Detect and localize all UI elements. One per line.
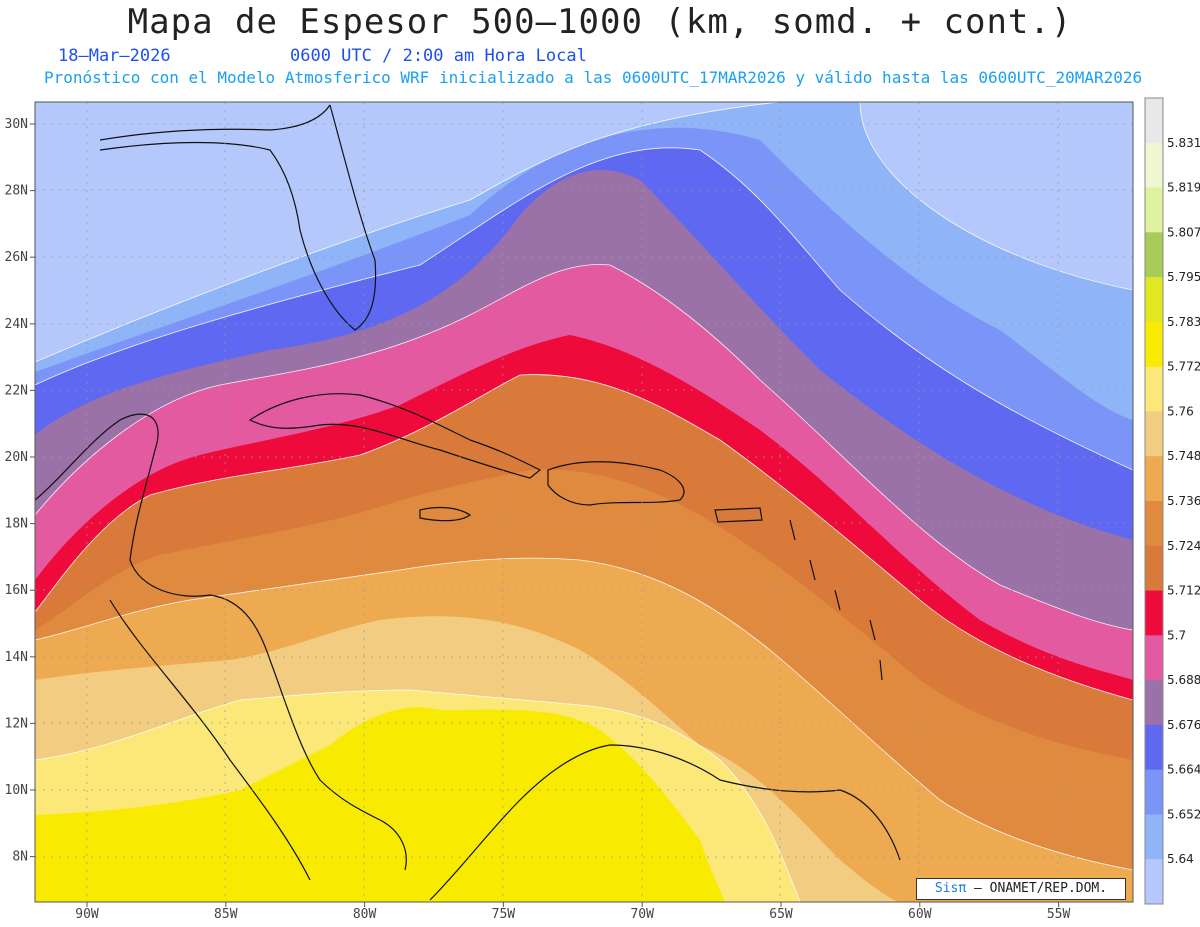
colorbar-segment bbox=[1145, 277, 1163, 323]
map-title: Mapa de Espesor 500—1000 (km, somd. + co… bbox=[127, 2, 1073, 42]
central-america-coast bbox=[35, 413, 407, 881]
coastlines bbox=[35, 104, 901, 901]
colorbar-label: 5.688 bbox=[1167, 673, 1200, 687]
lon-tick-label: 90W bbox=[75, 907, 99, 922]
contour-lines bbox=[35, 102, 1133, 902]
grid-lines bbox=[35, 102, 1133, 902]
colorbar-frame bbox=[1144, 97, 1164, 905]
colorbar-segment bbox=[1145, 724, 1163, 771]
colorbar-label: 5.64 bbox=[1167, 852, 1194, 866]
longitude-axis: 90W 85W 80W 75W 70W 65W 60W 55W bbox=[75, 902, 1071, 922]
colorbar-segment bbox=[1145, 321, 1163, 368]
credit-text: — ONAMET/REP.DOM. bbox=[974, 881, 1108, 896]
puerto-rico-coast bbox=[714, 507, 763, 523]
lat-tick-label: 26N bbox=[5, 250, 28, 265]
lon-tick-label: 75W bbox=[492, 907, 516, 922]
lat-tick-label: 28N bbox=[5, 184, 28, 199]
colorbar-label: 5.807 bbox=[1167, 225, 1200, 239]
colorbar-label: 5.676 bbox=[1167, 718, 1200, 732]
colorbar-segment bbox=[1145, 590, 1163, 636]
colorbar-label: 5.819 bbox=[1167, 181, 1200, 195]
cuba-coast bbox=[248, 393, 542, 479]
lat-tick-label: 14N bbox=[5, 650, 28, 665]
colorbar-segment bbox=[1145, 232, 1163, 278]
colorbar-label: 5.724 bbox=[1167, 539, 1200, 553]
credit-brand: Sisπ bbox=[934, 881, 967, 896]
lon-tick-label: 55W bbox=[1047, 907, 1071, 922]
forecast-date: 18—Mar—2026 bbox=[58, 46, 171, 66]
jamaica-coast bbox=[419, 506, 472, 522]
colorbar-label: 5.664 bbox=[1167, 763, 1200, 777]
lon-tick-label: 70W bbox=[630, 907, 654, 922]
lat-tick-label: 16N bbox=[5, 583, 28, 598]
map-frame bbox=[34, 101, 1134, 903]
lon-tick-label: 85W bbox=[214, 907, 238, 922]
lon-tick-label: 65W bbox=[769, 907, 793, 922]
lon-tick-label: 80W bbox=[353, 907, 377, 922]
forecast-time: 0600 UTC / 2:00 am Hora Local bbox=[290, 46, 587, 66]
colorbar-label: 5.772 bbox=[1167, 360, 1200, 374]
colorbar: 5.831 5.819 5.807 5.795 5.783 5.772 5.76 5.748 5… bbox=[1144, 97, 1200, 905]
colorbar-label: 5.748 bbox=[1167, 449, 1200, 463]
lesser-antilles bbox=[789, 519, 883, 681]
colorbar-segment bbox=[1145, 187, 1163, 233]
band-5783 bbox=[35, 707, 725, 902]
lat-tick-label: 8N bbox=[12, 850, 28, 865]
colorbar-segment bbox=[1145, 635, 1163, 681]
lat-tick-label: 12N bbox=[5, 716, 28, 731]
colorbar-segment bbox=[1145, 545, 1163, 592]
lon-tick-label: 60W bbox=[908, 907, 932, 922]
forecast-info: Pronóstico con el Modelo Atmosferico WRF… bbox=[44, 68, 1143, 87]
lat-tick-label: 10N bbox=[5, 783, 28, 798]
colorbar-segment bbox=[1145, 769, 1163, 815]
florida-coast bbox=[99, 104, 377, 331]
colorbar-label: 5.7 bbox=[1167, 628, 1186, 642]
colorbar-segment bbox=[1145, 411, 1163, 457]
credit-box: Sisπ — ONAMET/REP.DOM. bbox=[916, 878, 1126, 900]
map-plot-area bbox=[35, 102, 1133, 902]
colorbar-label: 5.831 bbox=[1167, 136, 1200, 150]
colorbar-segment bbox=[1145, 142, 1163, 189]
colorbar-segment bbox=[1145, 366, 1163, 412]
colorbar-segment bbox=[1145, 680, 1163, 726]
colorbar-segment bbox=[1145, 98, 1163, 144]
colorbar-segment bbox=[1145, 859, 1163, 905]
hispaniola-coast bbox=[547, 461, 685, 506]
colorbar-label: 5.652 bbox=[1167, 807, 1200, 821]
lat-tick-label: 22N bbox=[5, 383, 28, 398]
south-america-coast bbox=[429, 744, 901, 901]
lat-tick-label: 24N bbox=[5, 317, 28, 332]
colorbar-segment bbox=[1145, 814, 1163, 860]
colorbar-segment bbox=[1145, 456, 1163, 502]
colorbar-label: 5.736 bbox=[1167, 494, 1200, 508]
colorbar-label: 5.76 bbox=[1167, 404, 1194, 418]
colorbar-label: 5.795 bbox=[1167, 270, 1200, 284]
lat-tick-label: 18N bbox=[5, 517, 28, 532]
colorbar-label: 5.712 bbox=[1167, 584, 1200, 598]
colorbar-segment bbox=[1145, 501, 1163, 547]
latitude-axis: 30N 28N 26N 24N 22N 20N 18N 16N 14N 12N 10N 8N bbox=[5, 117, 35, 865]
lat-tick-label: 30N bbox=[5, 117, 28, 132]
lat-tick-label: 20N bbox=[5, 450, 28, 465]
colorbar-label: 5.783 bbox=[1167, 315, 1200, 329]
